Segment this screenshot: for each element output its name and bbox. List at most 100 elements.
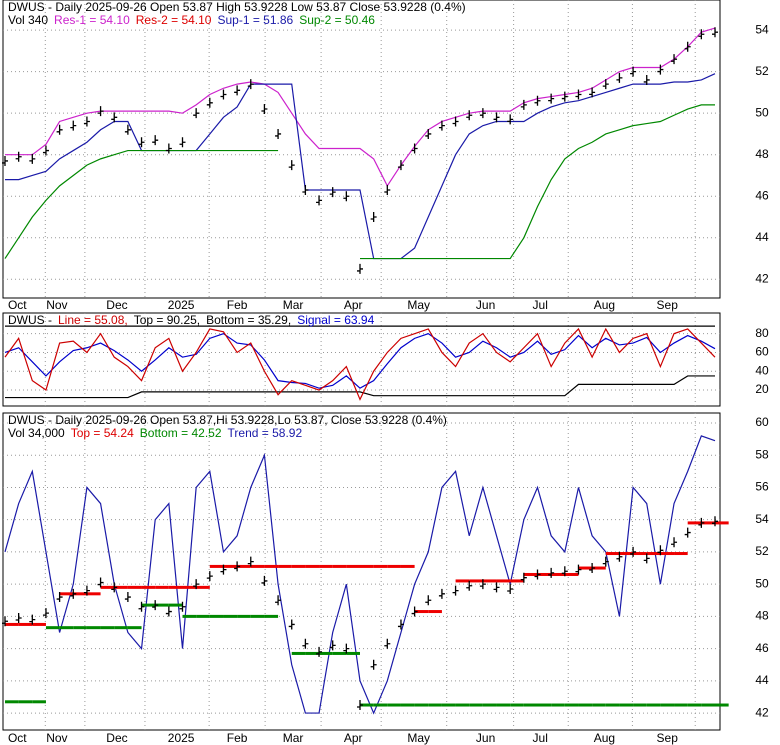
price-bar [466,110,473,121]
price-bar [438,588,445,599]
price-bar [589,563,596,574]
price-bar [657,64,664,75]
price-bar [56,592,63,603]
price-bar [152,135,159,146]
price-bar [288,160,295,171]
price-bar [247,556,254,567]
price-bar [561,566,568,577]
price-bar [507,583,514,594]
x-tick-label: May [407,731,430,745]
price-bar [397,619,404,630]
x-tick-label: 2025 [168,731,195,745]
price-bar [357,700,363,711]
x-tick-label: Jun [476,298,495,312]
header-item: Top = 90.25, [134,313,200,327]
y-tick-label: 52 [755,64,769,78]
y-tick-label: 48 [755,147,769,161]
price-bar [561,91,568,102]
price-bar [712,516,718,527]
price-bar [165,143,172,154]
header-item: Bottom = 42.52 [140,426,222,440]
y-tick-label: 58 [755,447,769,461]
price-bar [247,79,254,90]
price-bar [520,572,527,583]
price-bar [29,614,36,625]
x-tick-label: Jun [476,731,495,745]
price-bar [575,564,582,575]
price-bar [220,89,227,100]
x-tick-label: Dec [106,731,127,745]
price-bar [397,160,404,171]
y-tick-label: 54 [755,512,769,526]
header-item: Top = 54.24 [71,426,134,440]
price-bar [493,112,500,123]
price-bar [165,606,172,617]
price-bar [671,54,678,65]
price-bar [97,577,104,588]
series-line [4,327,716,401]
price-bar [452,116,459,127]
price-bar [275,595,282,606]
price-bar [616,551,623,562]
x-tick-label: Apr [344,298,363,312]
price-bar [329,640,336,651]
x-tick-label: Aug [594,298,615,312]
price-bar [302,638,309,649]
y-tick-label: 54 [755,22,769,36]
price-bar [234,85,241,96]
x-tick-label: Dec [106,298,127,312]
price-bar [83,585,90,596]
price-bar [83,116,90,127]
price-bar [193,579,200,590]
header-item: DWUS - Daily 2025-09-26 Open 53.87 High … [8,0,466,14]
price-bar [548,93,555,104]
x-tick-label: Oct [8,731,27,745]
price-bar [152,600,159,611]
price-bar [179,137,186,148]
price-bar [15,151,22,162]
y-tick-label: 20 [755,382,769,396]
price-bar [411,606,418,617]
series-line [5,375,715,399]
panel-frame [2,312,721,407]
x-tick-label: Sep [657,298,679,312]
price-bar [288,619,295,630]
y-tick-label: 60 [755,345,769,359]
header-item: Vol 340 [8,13,48,27]
price-bar [452,585,459,596]
price-bar [261,575,268,586]
price-bar [479,108,486,119]
price-bar [138,137,145,148]
panel-frame [2,412,721,731]
price-bar [507,114,514,125]
price-bar [698,517,705,528]
price-bar [42,145,49,156]
header-item: Trend = 58.92 [228,426,303,440]
y-tick-label: 42 [755,271,769,285]
price-bar [616,72,623,83]
series-line [4,333,716,389]
header-item: Res-2 = 54.10 [136,13,212,27]
price-bar [370,212,377,223]
price-bar [425,595,432,606]
x-tick-label: Apr [344,731,363,745]
price-bar [698,29,705,40]
price-bar [534,95,541,106]
price-bar [42,608,49,619]
header-item: Res-1 = 54.10 [54,13,130,27]
price-bar [548,567,555,578]
price-bar [56,124,63,135]
price-bar [275,128,282,139]
price-bar [602,79,609,90]
header-line: Vol 34,000 Top = 54.24 Bottom = 42.52 Trend… [8,426,302,440]
series-line [5,27,716,188]
header-item: DWUS - Daily 2025-09-26 Open 53.87,Hi 53… [8,413,447,427]
y-tick-label: 50 [755,105,769,119]
price-bar [97,106,104,117]
x-tick-label: Jul [533,731,548,745]
price-bar [70,120,77,131]
price-bar [466,580,473,591]
header-item: Bottom = 35.29, [206,313,291,327]
price-bar [2,155,8,166]
price-bar [657,545,664,556]
